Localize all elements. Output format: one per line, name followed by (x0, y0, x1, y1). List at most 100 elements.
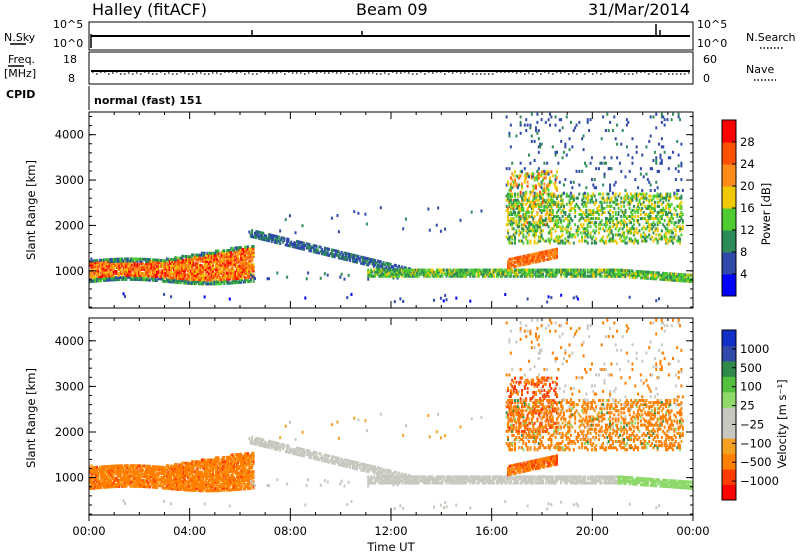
power-cell (205, 270, 208, 274)
power-cell (325, 253, 328, 257)
power-cell (480, 270, 483, 274)
power-cell (508, 237, 511, 241)
velocity-cell (146, 483, 149, 487)
power-cell (97, 265, 100, 269)
velocity-cell (163, 466, 166, 470)
power-cell (653, 208, 656, 212)
velocity-cell (123, 482, 126, 486)
power-cell (507, 266, 510, 270)
power-cell (107, 262, 110, 266)
power-cell (659, 221, 662, 225)
power-cell (611, 239, 614, 243)
power-cell (679, 204, 682, 208)
power-cell (280, 238, 283, 242)
power-cell (298, 246, 301, 250)
power-cell (593, 274, 596, 278)
power-cell (100, 264, 103, 268)
power-cell (235, 260, 238, 264)
power-cell (631, 212, 634, 216)
power-cell (610, 167, 613, 171)
power-cell (550, 180, 553, 184)
power-cell (233, 277, 236, 281)
power-cell (681, 221, 684, 225)
power-cell (667, 204, 670, 208)
power-cell (620, 215, 623, 219)
power-cell (149, 278, 152, 282)
power-cell (644, 217, 647, 221)
power-cell (230, 250, 233, 254)
power-cell (253, 277, 256, 281)
power-cell (620, 142, 623, 146)
power-cell (528, 205, 531, 209)
power-cell (260, 233, 263, 237)
power-cell (367, 272, 370, 276)
power-cell (157, 262, 160, 266)
power-cell (374, 259, 377, 263)
power-cell (551, 194, 554, 198)
power-cell (248, 280, 251, 284)
power-cell (146, 270, 149, 274)
power-cell (518, 262, 521, 266)
power-cell (153, 278, 156, 282)
power-cell (151, 258, 154, 262)
velocity-cell (136, 464, 139, 468)
power-cell (565, 272, 568, 276)
velocity-cell (104, 469, 107, 473)
power-cell (540, 174, 543, 178)
power-cell (540, 210, 543, 214)
velocity-cell (90, 478, 93, 482)
power-cell (613, 194, 616, 198)
power-cell (108, 260, 111, 264)
power-cell (288, 242, 291, 246)
power-cell (565, 217, 568, 221)
power-cell (386, 262, 389, 266)
power-cell (642, 217, 645, 221)
power-cell (258, 230, 261, 234)
velocity-cell (123, 470, 126, 474)
velocity-cell (128, 466, 131, 470)
power-cell (648, 204, 651, 208)
power-cell (216, 280, 219, 284)
velocity-cell (98, 471, 101, 475)
velocity-cell (109, 481, 112, 485)
power-cell (662, 223, 665, 227)
power-cell (533, 159, 536, 162)
power-cell (582, 192, 585, 196)
power-cell (184, 269, 187, 273)
power-cell (652, 231, 655, 235)
power-cell (589, 231, 592, 235)
power-cell (302, 241, 305, 245)
power-cell (479, 270, 482, 274)
power-cell (207, 282, 210, 286)
power-cell (586, 274, 589, 278)
power-cell (673, 272, 676, 276)
velocity-cell (147, 475, 150, 479)
power-cell (205, 266, 208, 270)
power-cell (522, 212, 525, 216)
power-cell (431, 272, 434, 276)
power-cell (210, 251, 213, 255)
power-cell (652, 225, 655, 229)
power-cell (112, 257, 115, 261)
power-cell (509, 123, 512, 127)
power-cell (613, 183, 616, 187)
power-cell (648, 139, 651, 143)
power-cell (392, 267, 395, 271)
power-cell (367, 261, 370, 265)
velocity-cell (125, 470, 128, 474)
velocity-cell (115, 464, 118, 468)
power-cell (217, 255, 220, 259)
power-cell (649, 277, 652, 281)
power-cell (507, 260, 510, 264)
power-cell (350, 292, 353, 296)
power-cell (516, 274, 519, 278)
power-cell (518, 255, 521, 259)
power-cell (216, 270, 219, 274)
velocity-cell (104, 475, 107, 479)
power-cell (227, 261, 230, 265)
velocity-cell (121, 478, 124, 482)
power-cell (516, 192, 519, 196)
power-cell (576, 297, 579, 301)
freq-label-2: [MHz] (4, 67, 36, 80)
power-cell (613, 239, 616, 243)
